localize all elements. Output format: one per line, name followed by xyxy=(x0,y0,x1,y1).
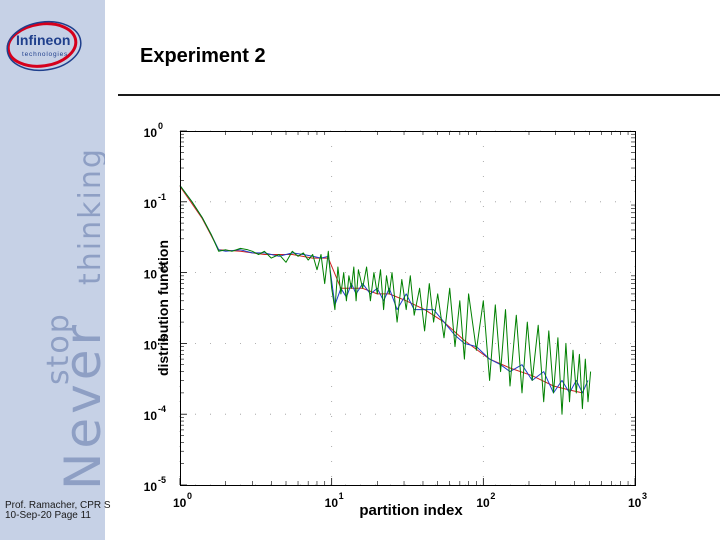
slide-title: Experiment 2 xyxy=(140,45,266,67)
infineon-logo: Infineon technologies xyxy=(6,20,82,72)
never-stop-thinking-tagline: Never stop thinking xyxy=(41,147,105,490)
x-tick-label: 10 xyxy=(325,496,339,510)
y-tick-exponent: -3 xyxy=(158,333,166,343)
y-tick-exponent: 0 xyxy=(158,121,163,131)
y-tick-label: 10 xyxy=(144,268,158,282)
y-tick-exponent: -4 xyxy=(158,404,166,414)
y-axis-label: distribution function xyxy=(155,240,171,376)
logo-blue-swoosh xyxy=(6,20,82,72)
x-tick-label: 10 xyxy=(628,496,642,510)
y-tick-label: 10 xyxy=(144,338,158,352)
series-line xyxy=(179,185,592,415)
series-line xyxy=(179,186,583,394)
tagline-never: Never xyxy=(54,321,105,490)
series-line xyxy=(179,185,589,394)
tagline-stop: stop xyxy=(41,312,76,385)
footer-date: 10-Sep-20 Page 11 xyxy=(5,510,91,521)
brand-sidebar: Never stop thinking Infineon technologie… xyxy=(0,0,105,540)
x-tick-exponent: 2 xyxy=(490,491,495,501)
logo-wordmark: Infineon xyxy=(16,32,70,48)
x-tick-exponent: 1 xyxy=(339,491,344,501)
y-tick-exponent: -5 xyxy=(158,475,166,485)
y-tick-label: 10 xyxy=(144,409,158,423)
plot-frame xyxy=(180,131,636,486)
x-tick-exponent: 3 xyxy=(642,491,647,501)
title-rule xyxy=(118,94,720,96)
y-tick-label: 10 xyxy=(144,126,158,140)
distribution-chart: 10 0 10 1 10 2 10 310 010 -110 -210 -310 -410 -5 part… xyxy=(144,121,647,519)
y-tick-exponent: -2 xyxy=(158,263,166,273)
logo-subtitle: technologies xyxy=(22,51,68,58)
tick-layer xyxy=(179,130,636,486)
series-layer xyxy=(179,185,592,415)
y-tick-label: 10 xyxy=(144,480,158,494)
x-tick-exponent: 0 xyxy=(187,491,192,501)
x-axis-label: partition index xyxy=(359,502,463,519)
tick-label-layer: 10 0 10 1 10 2 10 310 010 -110 -210 -310 -410 -5 xyxy=(144,121,647,510)
footer-author: Prof. Ramacher, CPR S xyxy=(5,500,111,511)
y-tick-exponent: -1 xyxy=(158,192,166,202)
tagline-thinking: thinking xyxy=(73,147,105,285)
grid-layer xyxy=(179,130,636,486)
logo-red-swoosh xyxy=(6,22,78,68)
x-tick-label: 10 xyxy=(476,496,490,510)
x-tick-label: 10 xyxy=(173,496,187,510)
y-tick-label: 10 xyxy=(144,197,158,211)
